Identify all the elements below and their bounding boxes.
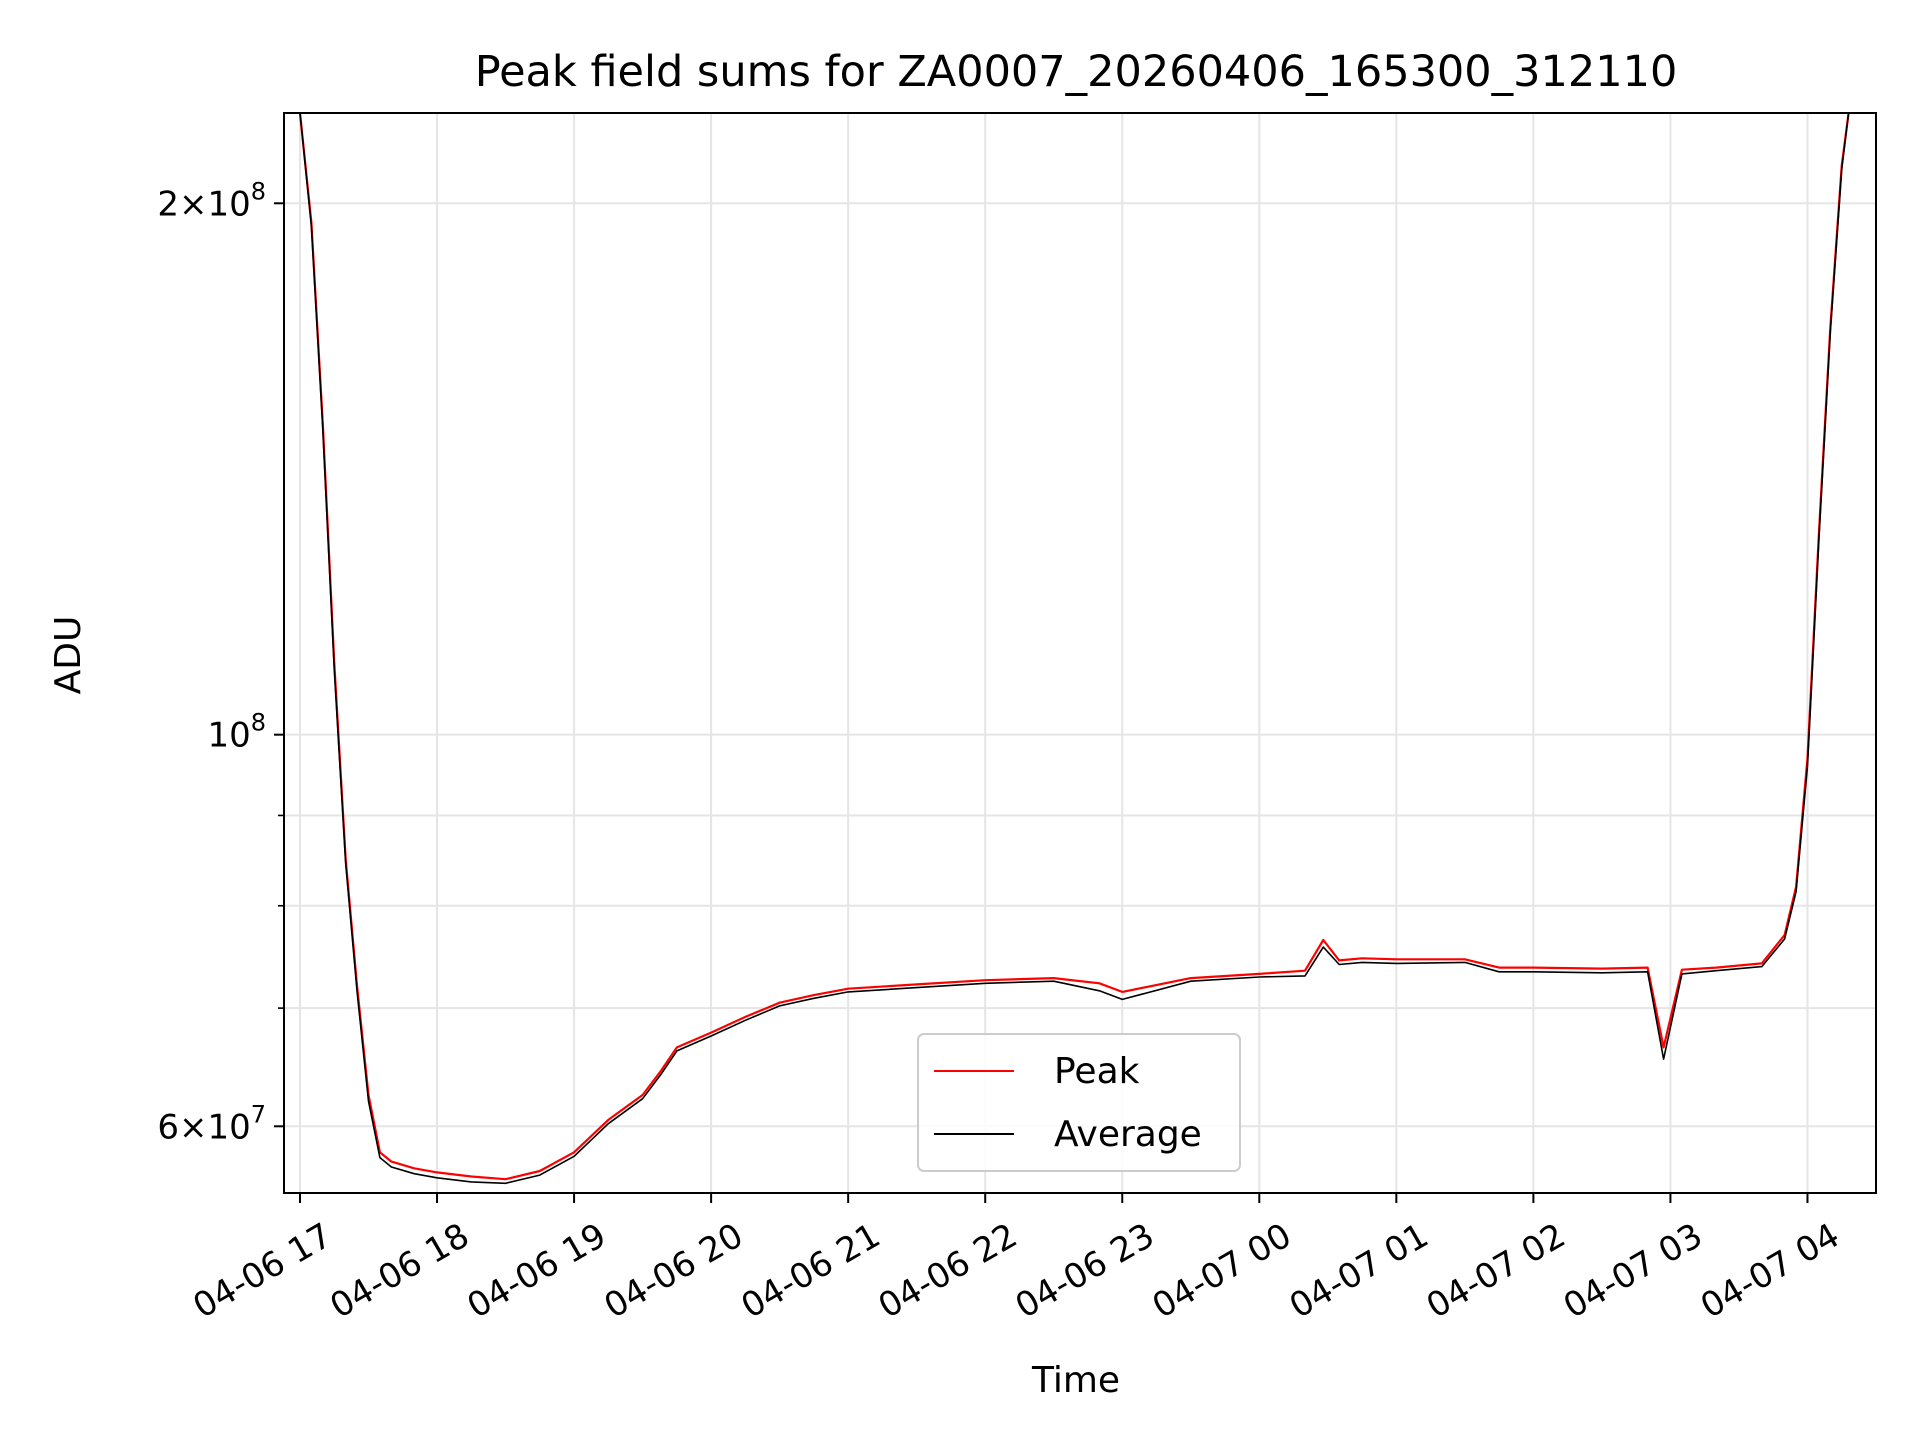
legend: Peak Average xyxy=(917,1033,1241,1172)
plot-frame xyxy=(283,112,1877,1194)
chart-title: Peak field sums for ZA0007_20260406_1653… xyxy=(475,47,1678,97)
legend-label-average: Average xyxy=(1054,1114,1202,1155)
y-tick-label: 108 xyxy=(207,709,266,756)
series-line-average xyxy=(299,112,1850,1185)
series-lines xyxy=(298,112,1850,1185)
legend-box xyxy=(917,1033,1241,1172)
y-axis-title: ADU xyxy=(48,616,89,695)
y-tick-label: 2×108 xyxy=(157,177,266,224)
x-axis-title: Time xyxy=(1031,1360,1120,1401)
legend-label-peak: Peak xyxy=(1054,1051,1140,1092)
series-line-peak xyxy=(298,112,1850,1181)
y-tick-label: 6×107 xyxy=(157,1100,266,1147)
